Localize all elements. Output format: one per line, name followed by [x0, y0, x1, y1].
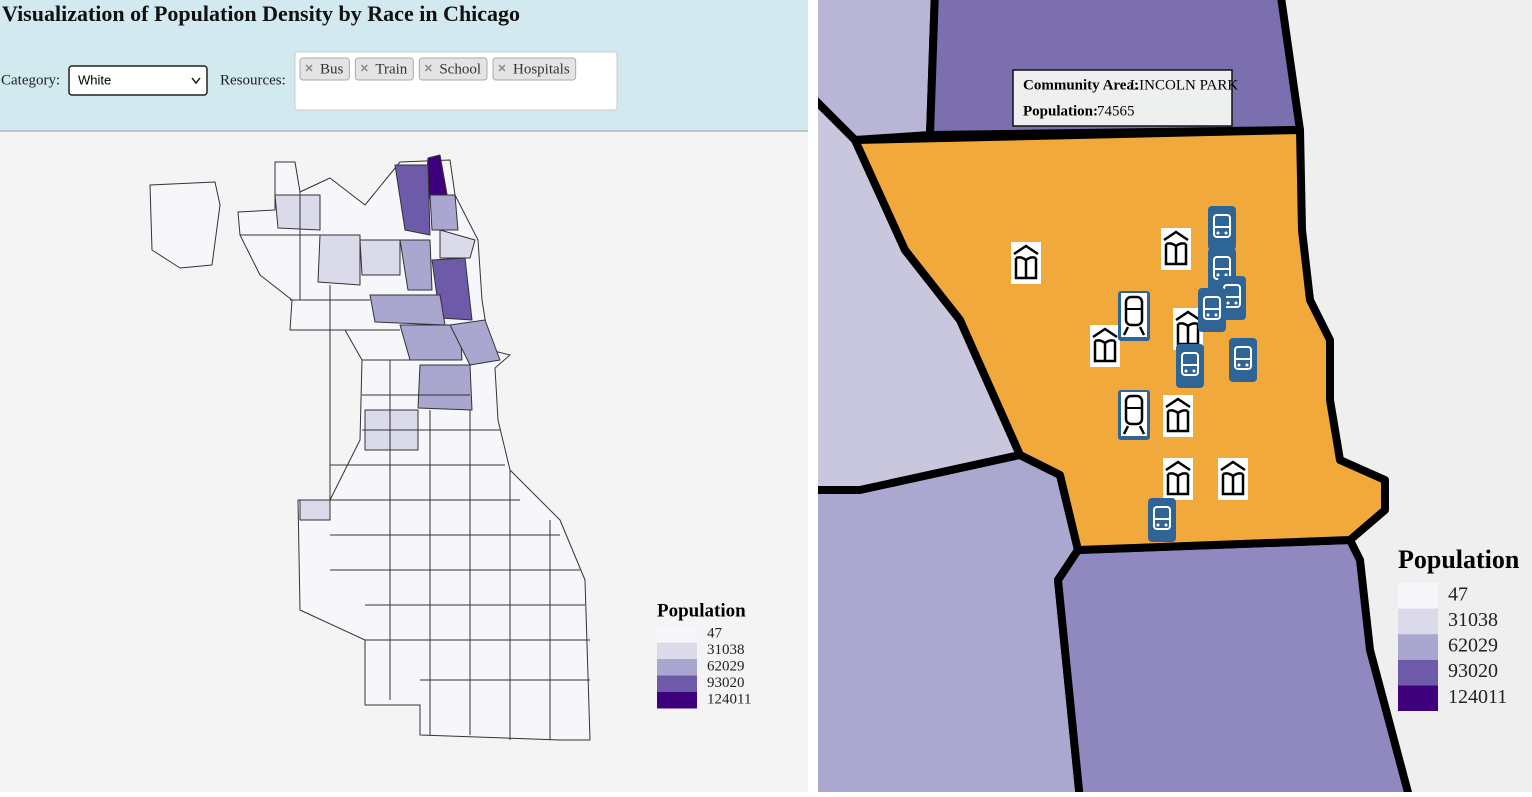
divider: [808, 0, 818, 792]
tooltip-population-label: Population:: [1023, 103, 1098, 119]
legend-title: Population: [1398, 545, 1520, 574]
legend-title: Population: [657, 600, 746, 621]
tooltip-area-label: Community Area:: [1023, 77, 1139, 93]
zoom-panel: Community Area: LINCOLN PARK Population:…: [818, 0, 1532, 792]
tag-box: [418, 57, 488, 81]
chicago-map: [149, 154, 591, 741]
legend-label: 124011: [1448, 686, 1507, 708]
resource-tag[interactable]: Bus: [299, 57, 350, 81]
legend-label: 124011: [707, 692, 751, 708]
legend-swatch: [657, 642, 697, 659]
category-value: White: [78, 72, 111, 87]
tooltip-box: [1012, 69, 1233, 127]
category-label: Category:: [1, 72, 60, 88]
tag-remove: [424, 64, 432, 72]
tag-remove: [498, 64, 506, 72]
legend-label: 93020: [707, 675, 745, 691]
legend-swatch: [1398, 583, 1438, 609]
legend-label: 31038: [707, 642, 745, 658]
resource-tags: Bus Train School Hospitals: [299, 57, 577, 81]
legend-swatch: [1398, 685, 1438, 711]
legend-label: 47: [1448, 583, 1468, 605]
resources-label: Resources:: [220, 72, 286, 88]
tag-label: Hospitals: [513, 61, 570, 77]
tooltip-population: 74565: [1097, 103, 1135, 119]
select-arrow: [191, 77, 201, 85]
resource-tag[interactable]: Train: [354, 57, 414, 81]
resource-tag[interactable]: School: [418, 57, 488, 81]
legend-label: 62029: [707, 659, 745, 675]
title: Visualization of Population Density by R…: [2, 1, 520, 26]
legend-swatch: [1398, 659, 1438, 686]
legend-label: 31038: [1448, 609, 1498, 631]
legend-swatch: [1398, 634, 1438, 660]
legend-swatch: [657, 659, 697, 676]
tooltip: Community Area: LINCOLN PARK Population:…: [1012, 69, 1238, 127]
legend-swatch: [657, 692, 697, 709]
legend-swatch: [657, 675, 697, 692]
legend-swatch: [657, 626, 697, 643]
tag-remove: [305, 64, 313, 72]
category-select[interactable]: [68, 65, 208, 96]
resource-tag[interactable]: Hospitals: [492, 57, 577, 81]
tag-box: [299, 57, 350, 81]
legend: Population 47 31038 62029 93020 124011: [1398, 545, 1520, 711]
tag-remove: [360, 64, 368, 72]
legend-label: 47: [707, 626, 723, 642]
tag-box: [492, 57, 577, 81]
tag-label: Bus: [320, 61, 344, 77]
tag-box: [354, 57, 414, 81]
legend-label: 93020: [1448, 660, 1498, 682]
tag-label: School: [439, 61, 481, 77]
legend-label: 62029: [1448, 635, 1498, 657]
tooltip-area-name: LINCOLN PARK: [1130, 77, 1238, 93]
zoom-map: [818, 0, 1413, 792]
tag-label: Train: [375, 61, 407, 77]
legend-swatch: [1398, 608, 1438, 635]
